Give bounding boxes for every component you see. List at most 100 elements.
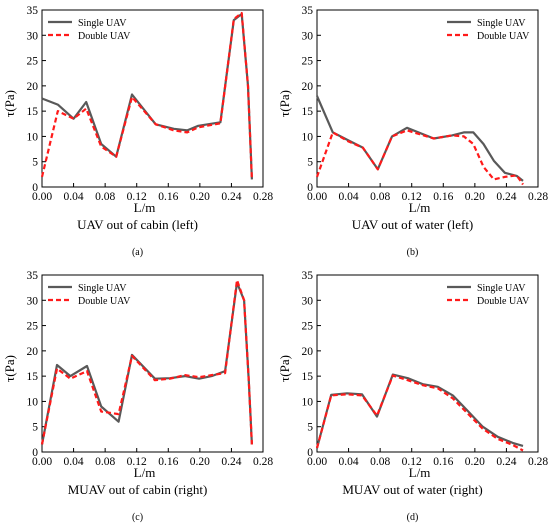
x-tick-label: 0.04 — [339, 456, 359, 468]
legend-label: Double UAV — [78, 296, 131, 307]
x-tick-label: 0.08 — [95, 456, 115, 468]
x-tick-label: 0.24 — [221, 191, 241, 203]
chart-svg-c: 0 5 10 15 20 25 30 35 0.00 0.04 0.08 0.12 0.16 0.20 0.… — [2, 270, 273, 480]
x-tick-label: 0.16 — [158, 456, 178, 468]
y-tick-label: 5 — [32, 157, 38, 169]
x-tick-label: 0.20 — [190, 191, 210, 203]
series-line-single-uav — [41, 12, 253, 180]
y-tick-label: 35 — [302, 270, 314, 282]
y-tick-label: 30 — [302, 30, 314, 42]
x-tick-label: 0.12 — [402, 191, 422, 203]
y-tick-label: 0 — [32, 182, 38, 194]
plot-frame — [41, 274, 264, 453]
x-tick-label: 0.20 — [465, 456, 485, 468]
series-line-single-uav — [315, 373, 524, 449]
chart-panel-a: 0 5 10 15 20 25 30 35 0.00 0.04 0.08 0.12 0.16 0.20 0.… — [0, 0, 275, 265]
legend-label: Double UAV — [477, 31, 530, 42]
y-tick-label: 15 — [27, 106, 39, 118]
series-line-double-uav — [315, 374, 524, 452]
x-tick-label: 0.24 — [221, 456, 241, 468]
x-tick-label: 0.00 — [307, 456, 327, 468]
y-tick-label: 30 — [27, 295, 39, 307]
x-axis-label: L/m — [409, 465, 431, 480]
x-tick-label: 0.20 — [190, 456, 210, 468]
x-tick-label: 0.28 — [528, 191, 548, 203]
y-tick-label: 30 — [302, 295, 314, 307]
x-tick-label: 0.20 — [465, 191, 485, 203]
x-tick-label: 0.04 — [64, 456, 84, 468]
x-tick-label: 0.28 — [253, 456, 273, 468]
y-tick-label: 0 — [307, 447, 313, 459]
x-tick-label: 0.12 — [127, 191, 147, 203]
legend-label: Single UAV — [78, 283, 127, 294]
y-tick-label: 10 — [27, 396, 39, 408]
y-tick-label: 25 — [302, 321, 314, 333]
series-line-double-uav — [40, 11, 253, 180]
x-tick-label: 0.12 — [402, 456, 422, 468]
chart-title-c: MUAV out of cabin (right) — [67, 482, 208, 497]
y-tick-label: 0 — [32, 447, 38, 459]
x-tick-label: 0.08 — [370, 456, 390, 468]
legend-label: Single UAV — [477, 18, 526, 29]
chart-svg-b: 0 5 10 15 20 25 30 35 0.00 0.04 0.08 0.12 0.16 0.20 0.… — [277, 5, 548, 215]
y-tick-label: 25 — [27, 321, 39, 333]
y-axis-label: τ(Pa) — [277, 355, 292, 382]
y-tick-label: 35 — [302, 5, 314, 17]
chart-title-a: UAV out of cabin (left) — [77, 217, 198, 232]
y-axis-label: τ(Pa) — [2, 90, 17, 117]
chart-title-d: MUAV out of water (right) — [342, 482, 483, 497]
y-tick-label: 15 — [27, 371, 39, 383]
x-axis-label: L/m — [134, 200, 156, 215]
x-tick-label: 0.08 — [370, 191, 390, 203]
y-tick-label: 25 — [27, 56, 39, 68]
panel-label-c: (c) — [131, 512, 144, 523]
y-tick-label: 15 — [302, 371, 314, 383]
y-tick-label: 25 — [302, 56, 314, 68]
series-line-double-uav — [315, 129, 524, 186]
x-axis-label: L/m — [409, 200, 431, 215]
y-tick-label: 5 — [32, 422, 38, 434]
x-tick-label: 0.04 — [64, 191, 84, 203]
y-axis-label: τ(Pa) — [277, 90, 292, 117]
x-tick-label: 0.28 — [253, 191, 273, 203]
legend-label: Double UAV — [78, 31, 131, 42]
chart-svg-a: 0 5 10 15 20 25 30 35 0.00 0.04 0.08 0.12 0.16 0.20 0.… — [2, 5, 273, 215]
x-tick-label: 0.00 — [32, 456, 52, 468]
series-line-double-uav — [40, 279, 253, 445]
plot-frame — [41, 9, 264, 188]
y-tick-label: 10 — [27, 131, 39, 143]
legend-label: Double UAV — [477, 296, 530, 307]
y-tick-label: 20 — [302, 346, 314, 358]
chart-panel-b: 0 5 10 15 20 25 30 35 0.00 0.04 0.08 0.12 0.16 0.20 0.… — [275, 0, 550, 265]
x-tick-label: 0.00 — [307, 191, 327, 203]
x-tick-label: 0.28 — [528, 456, 548, 468]
y-tick-label: 0 — [307, 182, 313, 194]
series-line-single-uav — [40, 281, 253, 445]
x-tick-label: 0.04 — [339, 191, 359, 203]
panel-label-a: (a) — [131, 247, 144, 258]
y-tick-label: 10 — [302, 131, 314, 143]
legend-label: Single UAV — [477, 283, 526, 294]
y-tick-label: 35 — [27, 270, 39, 282]
y-tick-label: 20 — [27, 346, 39, 358]
chart-panel-d: 0 5 10 15 20 25 30 35 0.00 0.04 0.08 0.12 0.16 0.20 0.… — [275, 265, 550, 530]
chart-svg-d: 0 5 10 15 20 25 30 35 0.00 0.04 0.08 0.12 0.16 0.20 0.… — [277, 270, 548, 480]
y-tick-label: 30 — [27, 30, 39, 42]
y-tick-label: 20 — [302, 81, 314, 93]
y-axis-label: τ(Pa) — [2, 355, 17, 382]
legend-label: Single UAV — [78, 18, 127, 29]
x-tick-label: 0.16 — [433, 456, 453, 468]
series-line-single-uav — [315, 95, 524, 182]
x-axis-label: L/m — [134, 465, 156, 480]
x-tick-label: 0.24 — [496, 191, 516, 203]
x-tick-label: 0.08 — [95, 191, 115, 203]
chart-title-b: UAV out of water (left) — [351, 217, 474, 232]
x-tick-label: 0.12 — [127, 456, 147, 468]
y-tick-label: 15 — [302, 106, 314, 118]
x-tick-label: 0.24 — [496, 456, 516, 468]
x-tick-label: 0.00 — [32, 191, 52, 203]
x-tick-label: 0.16 — [158, 191, 178, 203]
panel-label-d: (d) — [406, 512, 419, 523]
chart-panel-c: 0 5 10 15 20 25 30 35 0.00 0.04 0.08 0.12 0.16 0.20 0.… — [0, 265, 275, 530]
x-tick-label: 0.16 — [433, 191, 453, 203]
